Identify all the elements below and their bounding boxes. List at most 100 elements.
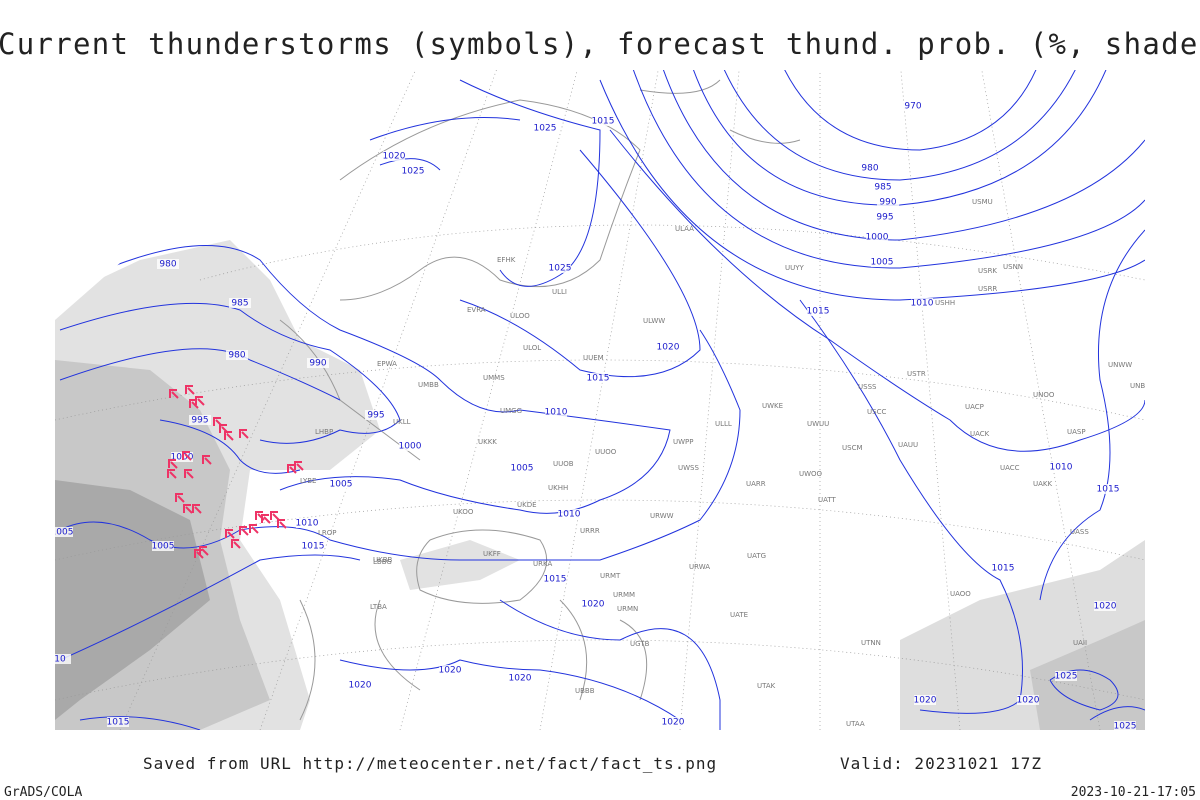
station-code: UACP [965,403,984,411]
label-bg [872,182,894,192]
isobar-label: 1010 [1050,463,1073,473]
station-code: UASS [1070,528,1089,536]
label-bg [226,350,248,360]
timestamp: 2023-10-21-17:05 [1071,785,1196,800]
station-code: UASP [1067,428,1086,436]
station-code: UKKK [478,438,497,446]
station-code: UUOO [595,448,617,456]
station-code: UMBB [418,381,439,389]
station-code: EFHK [497,256,516,264]
isobar-label: 990 [309,359,326,369]
isobar-label: 1005 [51,528,74,538]
station-code: UTAK [757,682,776,690]
thunderstorm-symbol [294,461,304,471]
label-bg [549,263,571,273]
station-code: USNN [1003,263,1023,271]
label-bg [307,358,329,368]
isobar-label: 1025 [534,124,557,134]
station-code: UACK [970,430,990,438]
station-code: USHH [935,299,955,307]
station-code: UWOO [799,470,823,478]
station-code: UKDE [517,501,537,509]
isobar [659,70,1145,241]
isobar-label: 1010 [296,519,319,529]
map: 970 980 985 990 995 1000 1005 1010 1015 1020 1025 1… [51,70,1145,730]
station-code: ULWW [643,317,665,325]
label-bg [189,415,211,425]
label-bg [1017,695,1039,705]
isobar-label: 1020 [582,600,605,610]
shade-high [55,480,210,720]
isobar-label: 1020 [662,718,685,728]
label-bg [545,407,567,417]
station-code: LBBG [373,558,392,566]
station-code: LYBE [300,477,316,485]
isobar-label: 1015 [587,374,610,384]
label-bg [330,479,352,489]
label-bg [807,306,829,316]
label-bg [558,509,580,519]
station-code: UNOO [1033,391,1055,399]
station-code: UUOB [553,460,574,468]
isobar [59,245,671,514]
thunderstorm-symbol [225,529,235,539]
label-bg [365,410,387,420]
thunderstorm-symbol [231,539,241,549]
thunderstorm-symbol [287,464,297,474]
isobar [779,70,1041,151]
station-code: URMM [613,591,635,599]
station-code: UKBB [373,556,393,564]
station-code: UAII [1073,639,1087,647]
label-bg [55,654,71,664]
station-code: URKA [533,560,552,568]
isobar-label: 1020 [657,343,680,353]
isobar-label: 995 [876,213,893,223]
thunderstorm-symbol [182,451,192,461]
isobar-label: 1020 [439,666,462,676]
isobar-label: 1015 [107,718,130,728]
station-code: URMN [617,605,638,613]
isobar-label: 1020 [509,674,532,684]
station-code: URRR [580,527,600,535]
station-code: UKOO [453,508,474,516]
label-bg [914,695,936,705]
station-code: UATE [730,611,748,619]
label-bg [229,298,251,308]
isobar [59,329,741,561]
label-bg [992,563,1014,573]
station-code: UAKK [1033,480,1053,488]
label-bg [859,163,881,173]
thunderstorm-symbol [249,524,259,534]
source-url: Saved from URL http://meteocenter.net/fa… [143,754,717,773]
isobar-label: 985 [874,183,891,193]
thunderstorm-symbol [199,546,209,556]
label-bg [662,717,684,727]
thunderstorm-symbol [192,504,202,514]
shade-east-mid [1030,620,1145,730]
station-code: UGTB [630,640,650,648]
graticule [55,70,1145,730]
label-bg [582,599,604,609]
label-bg [383,151,405,161]
station-code: ULOL [523,344,541,352]
station-code: UBBB [575,687,595,695]
isobar-label: 1010 [558,510,581,520]
label-bg [544,574,566,584]
thunderstorm-symbol [175,493,185,503]
isobar [609,129,1145,452]
station-code: UKHH [548,484,568,492]
thunderstorm-symbol [239,526,249,536]
station-code: USSS [858,383,877,391]
station-code: UKLL [393,418,411,426]
label-bg [399,441,421,451]
thunderstorm-symbol [239,429,249,439]
title: Current thunderstorms (symbols), forecas… [0,27,1200,61]
isobar [59,302,401,444]
thunderstorm-symbol [183,504,193,514]
station-code: ULOO [510,312,530,320]
station-code: LHBP [315,428,333,436]
station-code: UARR [746,480,766,488]
station-code: UWPP [673,438,694,446]
isobar-label: 980 [861,164,878,174]
isobar [79,659,681,730]
